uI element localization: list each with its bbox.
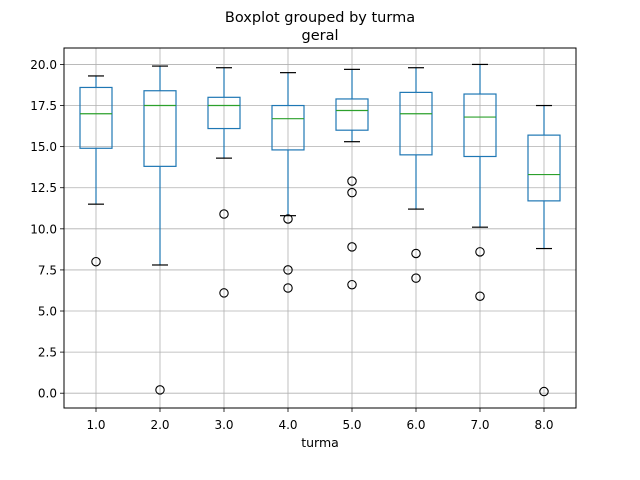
x-tick-label: 7.0 xyxy=(470,418,489,432)
outlier-point xyxy=(347,279,357,290)
y-tick-label: 5.0 xyxy=(38,305,57,319)
x-tick-label: 5.0 xyxy=(342,418,361,432)
y-tick-label: 7.5 xyxy=(38,263,57,277)
iqr-box xyxy=(463,93,497,158)
y-tick-label: 15.0 xyxy=(30,140,57,154)
box-group-8.0 xyxy=(527,104,561,397)
outlier-point xyxy=(347,242,357,252)
axes-frame xyxy=(63,47,577,409)
y-tick-label: 12.5 xyxy=(30,181,57,195)
iqr-box xyxy=(527,134,561,202)
outlier-point xyxy=(283,265,293,275)
outlier-point xyxy=(475,291,485,301)
outlier-point xyxy=(91,256,101,267)
iqr-box xyxy=(207,96,241,130)
outlier-point xyxy=(347,176,357,186)
outlier-point xyxy=(155,385,165,395)
x-axis-label: turma xyxy=(301,435,339,450)
box-group-7.0 xyxy=(463,63,497,301)
x-tick-label: 3.0 xyxy=(214,418,233,432)
iqr-box xyxy=(271,104,305,151)
iqr-box xyxy=(79,86,113,149)
outlier-point xyxy=(347,187,357,198)
iqr-box xyxy=(335,98,369,131)
x-tick-label: 6.0 xyxy=(406,418,425,432)
y-tick-label: 2.5 xyxy=(38,346,57,360)
chart-title: Boxplot grouped by turma xyxy=(225,10,415,26)
outlier-point xyxy=(411,273,421,283)
x-tick-label: 4.0 xyxy=(278,418,297,432)
outlier-point xyxy=(475,247,485,257)
outlier-point xyxy=(219,288,229,298)
outlier-point xyxy=(219,209,229,219)
box-group-1.0 xyxy=(79,75,113,267)
y-tick-label: 10.0 xyxy=(30,222,57,236)
chart-subtitle: geral xyxy=(301,28,338,44)
axis-ticks: 0.0 2.5 5.0 7.5 10.0 12.5 15.0 17.5 20.0 1.0 2.0 3.… xyxy=(30,58,553,432)
outlier-point xyxy=(283,214,293,224)
x-tick-label: 2.0 xyxy=(150,418,169,432)
y-tick-label: 17.5 xyxy=(30,99,57,113)
outlier-point xyxy=(283,283,293,293)
x-tick-label: 1.0 xyxy=(86,418,105,432)
outlier-point xyxy=(411,248,421,259)
outlier-point xyxy=(539,386,549,397)
box-group-6.0 xyxy=(399,67,433,283)
box-group-3.0 xyxy=(207,67,241,298)
iqr-box xyxy=(399,91,433,156)
y-tick-label: 0.0 xyxy=(38,387,57,401)
y-tick-label: 20.0 xyxy=(30,58,57,72)
plot-area xyxy=(79,63,561,397)
x-tick-label: 8.0 xyxy=(534,418,553,432)
iqr-box xyxy=(143,90,177,167)
box-group-5.0 xyxy=(335,68,369,290)
box-group-4.0 xyxy=(271,72,305,293)
box-group-2.0 xyxy=(143,65,177,395)
